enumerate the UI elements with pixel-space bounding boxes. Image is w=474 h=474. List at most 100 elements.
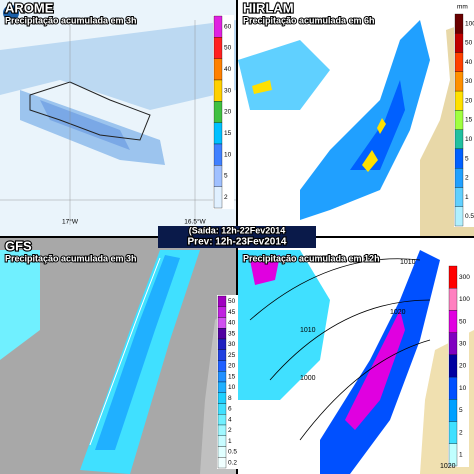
isobar-label: 1020 <box>390 309 406 316</box>
panel-title: AROME <box>5 0 54 15</box>
axis-label: 17°W <box>62 218 79 226</box>
colorbar-swatch <box>448 288 458 311</box>
colorbar-label: 50 <box>224 45 232 52</box>
colorbar-swatch <box>448 399 458 422</box>
colorbar-label: 15 <box>228 373 236 380</box>
colorbar-swatch <box>448 421 458 444</box>
panel-subtitle: Precipitação acumulada em 12h <box>243 253 380 263</box>
colorbar-label: 6 <box>228 406 232 413</box>
colorbar-swatch <box>213 79 223 102</box>
colorbar-swatch <box>217 446 227 458</box>
colorbar-label: 2 <box>224 194 228 201</box>
colorbar-label: 100 <box>459 296 470 303</box>
colorbar-swatch <box>454 187 464 207</box>
panel-subtitle: Precipitação acumulada em 6h <box>243 15 375 25</box>
colorbar-label: 300 <box>459 274 470 281</box>
colorbar-swatch <box>454 110 464 130</box>
colorbar-swatch <box>454 148 464 169</box>
colorbar-swatch <box>217 435 227 447</box>
colorbar-label: 45 <box>228 309 236 316</box>
isobar-label: 1000 <box>300 375 316 382</box>
colorbar-swatch <box>454 168 464 188</box>
colorbar-swatch <box>217 403 227 415</box>
colorbar-label: 20 <box>465 97 473 104</box>
colorbar-label: 40 <box>224 66 232 73</box>
colorbar-label: 5 <box>465 155 469 162</box>
colorbar-label: 5 <box>459 407 463 414</box>
colorbar-swatch <box>454 52 464 72</box>
colorbar-label: 20 <box>224 109 232 116</box>
colorbar-label: 15 <box>465 117 473 124</box>
colorbar-unit: mm <box>457 4 468 11</box>
panel-title: HIRLAM <box>243 0 294 15</box>
colorbar-swatch <box>213 101 223 123</box>
colorbar-label: 20 <box>228 363 236 370</box>
colorbar-label: 30 <box>465 78 473 85</box>
colorbar-swatch <box>448 332 458 356</box>
colorbar-label: 1 <box>228 438 232 445</box>
panel-subtitle: Precipitação acumulada em 3h <box>5 15 137 25</box>
colorbar-swatch <box>213 165 223 187</box>
colorbar-swatch <box>213 58 223 81</box>
colorbar-swatch <box>217 381 227 393</box>
colorbar-label: 40 <box>465 59 473 66</box>
colorbar-label: 5 <box>224 173 228 180</box>
colorbar-swatch <box>213 122 223 145</box>
colorbar-swatch <box>217 317 227 329</box>
colorbar-swatch <box>454 129 464 150</box>
colorbar-label: 50 <box>459 318 467 325</box>
banner-run: (Saída: 12h-22Fev2014 <box>189 225 286 235</box>
colorbar-swatch <box>213 37 223 59</box>
colorbar-swatch <box>454 33 464 53</box>
colorbar-swatch <box>217 424 227 436</box>
colorbar-swatch <box>217 349 227 361</box>
arome-map <box>0 0 236 236</box>
colorbar-label: 40 <box>228 320 236 327</box>
isobar-label: 1010 <box>300 327 316 334</box>
colorbar-label: 25 <box>228 352 236 359</box>
isobar-label: 1020 <box>440 463 456 470</box>
colorbar-label: 8 <box>228 395 232 402</box>
colorbar-label: 35 <box>228 330 236 337</box>
colorbar-label: 2 <box>459 429 463 436</box>
colorbar-swatch <box>217 392 227 404</box>
colorbar-swatch <box>217 338 227 350</box>
panel-title: GFS <box>5 238 32 253</box>
colorbar-swatch <box>217 295 227 307</box>
colorbar-swatch <box>448 354 458 378</box>
colorbar-label: 20 <box>459 363 467 370</box>
colorbar-swatch <box>217 360 227 372</box>
colorbar-label: 30 <box>459 340 467 347</box>
colorbar-swatch <box>448 376 458 400</box>
axis-label: 16.5°W <box>184 218 206 226</box>
colorbar-label: 30 <box>224 87 232 94</box>
colorbar-swatch <box>217 457 227 469</box>
colorbar-label: 0.5 <box>465 213 474 220</box>
colorbar-label: 60 <box>224 23 232 30</box>
colorbar-swatch <box>217 328 227 340</box>
colorbar-label: 15 <box>224 130 232 137</box>
colorbar-swatch <box>217 306 227 318</box>
colorbar-swatch <box>217 414 227 426</box>
colorbar-label: 100 <box>465 20 474 27</box>
colorbar-label: 4 <box>228 416 232 423</box>
colorbar-label: 50 <box>228 298 236 305</box>
colorbar-label: 10 <box>459 385 467 392</box>
gfs-map <box>0 238 236 474</box>
colorbar-swatch <box>448 310 458 333</box>
colorbar-label: 0.2 <box>228 459 237 466</box>
colorbar-label: 10 <box>224 151 232 158</box>
colorbar-swatch <box>213 143 223 166</box>
colorbar-label: 10 <box>465 136 473 143</box>
colorbar-swatch <box>454 206 464 227</box>
colorbar-swatch <box>213 15 223 38</box>
panel-subtitle: Precipitação acumulada em 3h <box>5 253 137 263</box>
colorbar-label: 2 <box>465 175 469 182</box>
colorbar-label: 50 <box>465 40 473 47</box>
hirlam-map <box>238 0 474 236</box>
colorbar-swatch <box>448 265 458 289</box>
colorbar-swatch <box>454 71 464 92</box>
banner-box <box>158 226 316 248</box>
banner-valid: Prev: 12h-23Fev2014 <box>188 237 287 248</box>
